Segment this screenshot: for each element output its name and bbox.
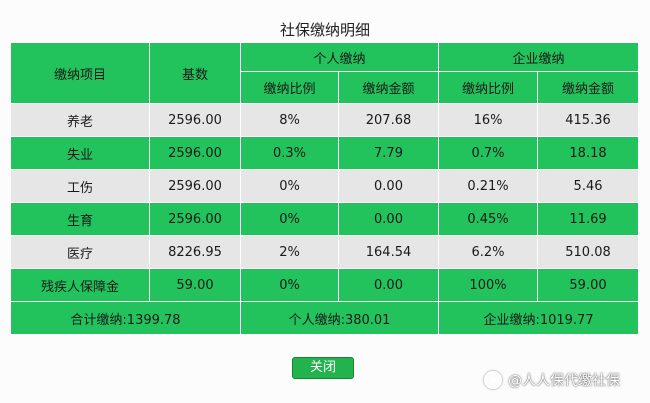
header-item: 缴纳项目 [10, 42, 150, 104]
cell-base: 2596.00 [149, 136, 241, 170]
cell-company-amount: 18.18 [537, 136, 640, 170]
social-security-table: 缴纳项目 基数 个人缴纳 企业缴纳 缴纳比例 缴纳金额 缴纳比例 缴纳金额 养老… [10, 42, 640, 335]
header-company-rate: 缴纳比例 [438, 71, 539, 104]
table-row: 失业 2596.00 0.3% 7.79 0.7% 18.18 [10, 136, 640, 170]
header-company-amount: 缴纳金额 [537, 71, 640, 104]
cell-company-amount: 11.69 [537, 202, 640, 236]
cell-personal-amount: 207.68 [337, 103, 440, 137]
totals-row: 合计缴纳:1399.78 个人缴纳:380.01 企业缴纳:1019.77 [10, 301, 640, 335]
table-row: 生育 2596.00 0% 0.00 0.45% 11.69 [10, 202, 640, 236]
table-row: 残疾人保障金 59.00 0% 0.00 100% 59.00 [10, 268, 640, 302]
cell-personal-rate: 8% [240, 103, 339, 137]
cell-company-amount: 5.46 [537, 169, 640, 203]
cell-personal-rate: 0% [240, 268, 339, 302]
table-row: 养老 2596.00 8% 207.68 16% 415.36 [10, 103, 640, 137]
cell-base: 2596.00 [149, 169, 241, 203]
cell-item: 残疾人保障金 [10, 268, 150, 302]
cell-company-amount: 59.00 [537, 268, 640, 302]
cell-personal-rate: 0% [240, 202, 339, 236]
personal-total: 个人缴纳:380.01 [239, 301, 440, 335]
cell-personal-amount: 0.00 [337, 169, 440, 203]
cell-base: 2596.00 [149, 202, 241, 236]
table-row: 工伤 2596.00 0% 0.00 0.21% 5.46 [10, 169, 640, 203]
watermark: @人人保代缴社保 [484, 370, 620, 390]
cell-base: 8226.95 [149, 235, 241, 269]
page-title: 社保缴纳明细 [279, 21, 370, 39]
cell-item: 生育 [10, 202, 150, 236]
cell-item: 医疗 [10, 235, 150, 269]
cell-base: 59.00 [149, 268, 241, 302]
cell-company-rate: 0.7% [438, 136, 539, 170]
cell-company-rate: 6.2% [438, 235, 539, 269]
cell-company-rate: 100% [438, 268, 539, 302]
cell-company-rate: 16% [438, 103, 539, 137]
cell-item: 养老 [10, 103, 150, 137]
cell-personal-rate: 0.3% [240, 136, 339, 170]
total-amount: 合计缴纳:1399.78 [10, 301, 241, 335]
close-button[interactable]: 关闭 [292, 357, 354, 379]
cell-company-rate: 0.45% [438, 202, 539, 236]
cell-company-rate: 0.21% [438, 169, 539, 203]
header-base: 基数 [149, 42, 241, 104]
cell-company-amount: 415.36 [537, 103, 640, 137]
header-personal-amount: 缴纳金额 [337, 71, 440, 104]
cell-item: 工伤 [10, 169, 150, 203]
cell-company-amount: 510.08 [537, 235, 640, 269]
cell-personal-amount: 7.79 [337, 136, 440, 170]
cell-personal-amount: 0.00 [337, 202, 440, 236]
header-personal: 个人缴纳 [239, 42, 440, 72]
cell-personal-rate: 0% [240, 169, 339, 203]
company-total: 企业缴纳:1019.77 [438, 301, 640, 335]
cell-personal-rate: 2% [240, 235, 339, 269]
watermark-logo-icon [484, 371, 502, 389]
header-personal-rate: 缴纳比例 [240, 71, 339, 104]
cell-item: 失业 [10, 136, 150, 170]
cell-base: 2596.00 [149, 103, 241, 137]
cell-personal-amount: 164.54 [337, 235, 440, 269]
cell-personal-amount: 0.00 [337, 268, 440, 302]
table-row: 医疗 8226.95 2% 164.54 6.2% 510.08 [10, 235, 640, 269]
watermark-text: @人人保代缴社保 [508, 373, 620, 389]
header-company: 企业缴纳 [438, 42, 640, 72]
